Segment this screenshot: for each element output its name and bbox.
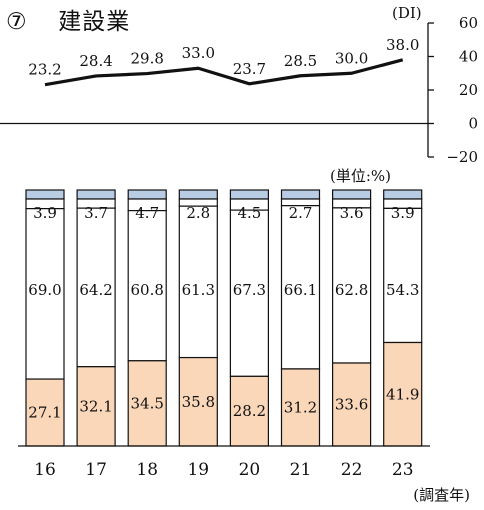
bar-lower-segment <box>127 360 167 447</box>
data-label: 69.0 <box>28 281 61 299</box>
data-label: 29.8 <box>130 50 163 68</box>
bar-middle-segment <box>383 207 423 344</box>
data-label: 4.7 <box>135 204 159 222</box>
bar-middle-segment <box>25 208 65 380</box>
data-label: 64.2 <box>79 281 112 299</box>
bar-top-segment <box>76 189 116 200</box>
y-tick-label: 60 <box>459 14 478 32</box>
data-label: 62.8 <box>335 281 368 299</box>
x-tick-label: 20 <box>239 460 261 480</box>
y-tick-label: −20 <box>446 148 478 166</box>
bar-lower-segment <box>178 356 218 447</box>
x-axis-label: (調査年) <box>413 486 470 504</box>
x-tick-label: 19 <box>187 460 209 480</box>
x-tick-label: 17 <box>85 460 107 480</box>
page-title: ⑦ 建設業 <box>6 2 130 36</box>
data-label: 61.3 <box>182 281 215 299</box>
data-label: 28.2 <box>233 402 266 420</box>
bar-lower-segment <box>332 362 372 447</box>
data-label: 33.6 <box>335 396 368 414</box>
data-label: 33.0 <box>182 44 215 62</box>
bar-middle-segment <box>178 205 218 359</box>
bar-group: 3.9 69.0 27.1 16 <box>25 189 65 480</box>
series-line <box>44 58 404 87</box>
data-label: 2.7 <box>289 204 313 222</box>
data-label: 28.5 <box>284 52 317 70</box>
data-label: 3.9 <box>391 204 415 222</box>
bar-group: 2.8 61.3 35.8 19 <box>178 189 218 480</box>
x-tick-label: 18 <box>136 460 158 480</box>
bar-middle-segment <box>127 210 167 362</box>
bar-group: 2.7 66.1 31.2 21 <box>280 189 321 480</box>
y-tick-label: 20 <box>459 81 478 99</box>
bar-group: 3.7 64.2 32.1 17 <box>76 189 116 480</box>
bar-group: 3.9 54.3 41.9 23 <box>383 189 423 480</box>
data-label: 3.7 <box>84 204 108 222</box>
bar-middle-segment <box>332 207 372 364</box>
x-tick-label: 22 <box>341 460 363 480</box>
stacked-bar-chart: (単位:%) 3.9 69.0 27.1 16 3.7 64.2 32.1 17 4.7 60.8 3… <box>18 167 470 504</box>
title-text: 建設業 <box>58 9 131 35</box>
data-label: 27.1 <box>28 404 61 422</box>
data-label: 41.9 <box>386 385 419 403</box>
data-label: 54.3 <box>386 281 419 299</box>
bar-top-segment <box>383 189 423 200</box>
data-label: 2.8 <box>186 204 210 222</box>
unit-label: (単位:%) <box>330 167 391 185</box>
data-label: 28.4 <box>79 52 112 70</box>
data-label: 4.5 <box>237 204 261 222</box>
data-label: 30.0 <box>335 49 368 67</box>
bar-group: 4.7 60.8 34.5 18 <box>127 189 167 480</box>
bar-group: 4.5 67.3 28.2 20 <box>229 189 269 480</box>
x-tick-label: 21 <box>290 460 312 480</box>
data-label: 38.0 <box>386 36 419 54</box>
unit-label: (DI) <box>392 4 422 22</box>
data-label: 23.7 <box>233 60 266 78</box>
y-tick-label: 0 <box>468 115 478 133</box>
x-tick-label: 16 <box>34 460 56 480</box>
bar-top-segment <box>332 189 372 200</box>
x-tick-label: 23 <box>392 460 414 480</box>
data-label: 3.6 <box>340 204 364 222</box>
data-label: 35.8 <box>182 393 215 411</box>
data-label: 66.1 <box>284 281 317 299</box>
di-line-chart: 60 40 20 0 −20 (DI) 23.2 28.4 29.8 33.0 23.7 28.5 30… <box>0 4 478 166</box>
title-number: ⑦ <box>6 9 28 35</box>
bar-middle-segment <box>229 209 269 377</box>
data-label: 3.9 <box>33 204 57 222</box>
bar-top-segment <box>127 189 167 200</box>
bar-lower-segment <box>383 341 423 447</box>
y-tick-label: 40 <box>459 48 478 66</box>
bar-top-segment <box>280 189 321 200</box>
bar-lower-segment <box>76 366 116 447</box>
bar-group: 3.6 62.8 33.6 22 <box>332 189 372 480</box>
data-label: 67.3 <box>233 281 266 299</box>
bar-top-segment <box>25 189 65 200</box>
bar-top-segment <box>229 189 269 200</box>
data-label: 32.1 <box>79 397 112 415</box>
data-label: 23.2 <box>28 61 61 79</box>
data-label: 60.8 <box>130 281 163 299</box>
bar-top-segment <box>178 189 218 200</box>
data-label: 34.5 <box>130 394 163 412</box>
data-label: 31.2 <box>284 398 317 416</box>
